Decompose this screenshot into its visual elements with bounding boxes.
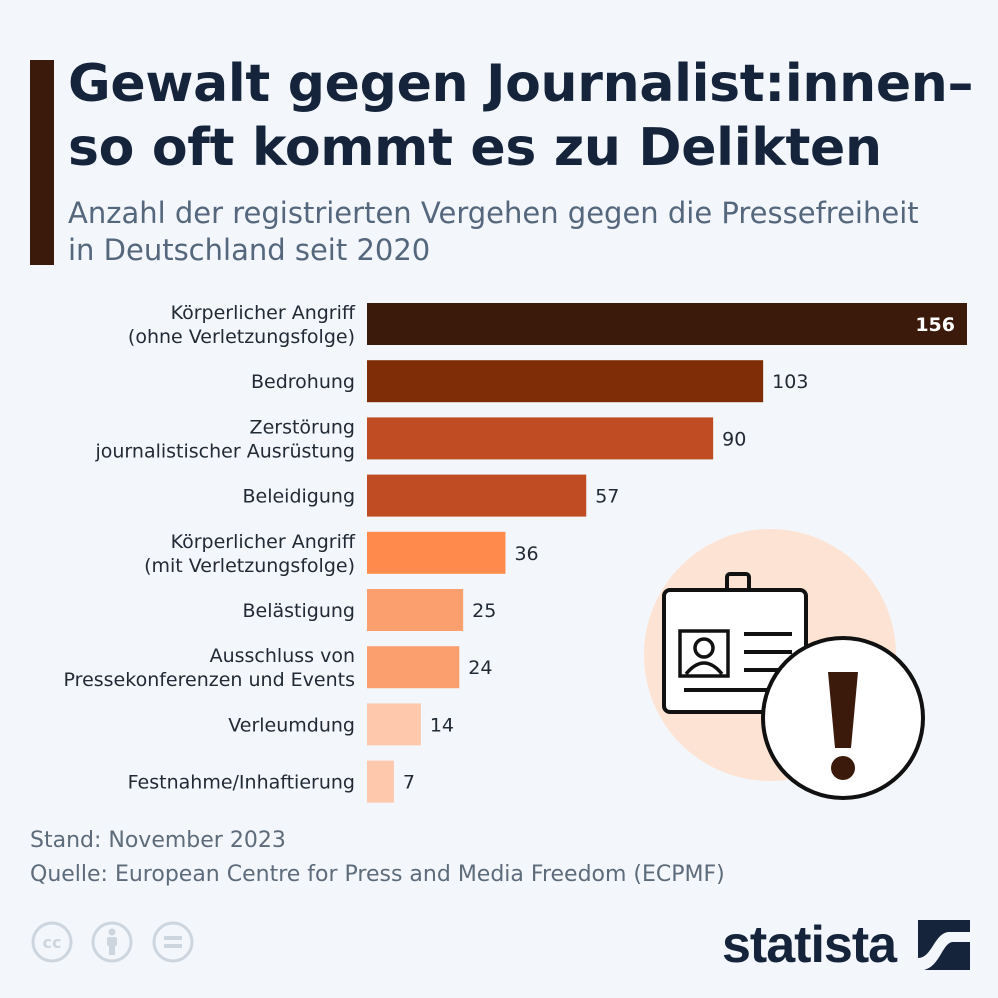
title-accent-bar	[30, 60, 54, 265]
cc-icon: cc	[31, 921, 73, 963]
category-label-4: Körperlicher Angriff (mit Verletzungsfolg…	[144, 531, 356, 577]
bar-1	[367, 360, 764, 403]
chart-subtitle: Anzahl der registrierten Vergehen gegen …	[68, 196, 919, 267]
value-label-2: 90	[722, 428, 746, 450]
attribution-icon	[91, 921, 133, 963]
chart-footer: Stand: November 2023 Quelle: European Ce…	[30, 824, 725, 892]
value-label-3: 57	[595, 486, 619, 508]
category-label-0: Körperlicher Angriff (ohne Verletzungsfol…	[128, 302, 356, 348]
no-derivatives-icon	[152, 921, 194, 963]
category-label-3: Beleidigung	[242, 486, 355, 508]
bar-0	[367, 303, 967, 345]
bar-6	[367, 646, 460, 689]
svg-text:cc: cc	[43, 933, 62, 952]
value-label-1: 103	[772, 371, 808, 393]
bar-3	[367, 474, 587, 517]
value-label-8: 7	[403, 772, 415, 794]
value-label-7: 14	[430, 714, 454, 736]
value-label-0: 156	[915, 314, 955, 336]
category-label-6: Ausschluss von Pressekonferenzen und Even…	[64, 645, 355, 691]
category-label-7: Verleumdung	[228, 714, 355, 736]
value-label-5: 25	[472, 600, 496, 622]
bar-8	[367, 760, 394, 803]
bar-2	[367, 417, 714, 460]
chart-title: Gewalt gegen Journalist:innen– so oft ko…	[68, 54, 974, 178]
category-label-1: Bedrohung	[251, 371, 355, 393]
stand-note: Stand: November 2023	[30, 828, 286, 853]
bar-7	[367, 703, 421, 746]
category-label-5: Belästigung	[243, 600, 355, 622]
value-label-4: 36	[514, 543, 538, 565]
source-note: Quelle: European Centre for Press and Me…	[30, 862, 725, 887]
value-label-6: 24	[468, 657, 492, 679]
press-badge-warning-icon	[644, 529, 925, 800]
category-label-2: Zerstörung journalistischer Ausrüstung	[94, 416, 355, 462]
statista-logo-text[interactable]: statista	[722, 916, 897, 974]
category-label-8: Festnahme/Inhaftierung	[128, 772, 355, 794]
statista-logo-icon[interactable]	[918, 920, 970, 970]
bar-5	[367, 589, 464, 631]
bar-4	[367, 531, 506, 574]
